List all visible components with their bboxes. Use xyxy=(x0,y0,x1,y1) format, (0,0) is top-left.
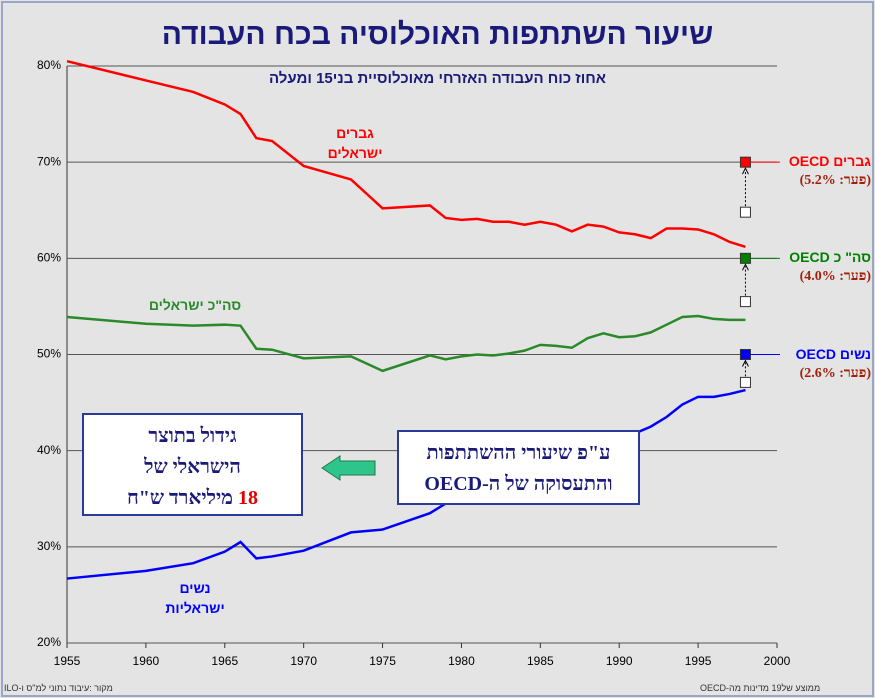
chart-title: שיעור השתתפות האוכלוסיה בכח העבודה xyxy=(161,18,714,51)
arrow-head xyxy=(741,167,749,175)
x-tick-label: 2000 xyxy=(764,654,791,668)
right-box: ע"פ שיעורי ההשתתפות והתעסוקה של ה-OECD xyxy=(397,430,640,505)
x-tick-label: 1995 xyxy=(685,654,712,668)
oecd-marker xyxy=(739,156,751,168)
x-tick-label: 1960 xyxy=(133,654,160,668)
israel-marker xyxy=(739,206,751,218)
x-tick-label: 1975 xyxy=(369,654,396,668)
y-tick-label: 30% xyxy=(37,539,61,553)
gap-label: (פער: 4.0%) xyxy=(799,269,871,285)
y-tick-label: 60% xyxy=(37,251,61,265)
box-line: הישראלי של xyxy=(144,456,241,478)
x-tick-label: 1970 xyxy=(290,654,317,668)
y-tick-label: 80% xyxy=(37,58,61,72)
x-tick-label: 1955 xyxy=(54,654,81,668)
marker-label: סה" כ OECD xyxy=(789,249,871,266)
subtitle: אחוז כוח העבודה האזרחי מאוכלוסיית בני15 … xyxy=(268,70,607,87)
box-line: והתעסוקה של ה-OECD xyxy=(424,473,613,495)
marker-label: נשים OECD xyxy=(795,345,871,362)
series-label: גברים xyxy=(336,125,374,141)
x-tick-label: 1980 xyxy=(448,654,475,668)
series-label: סה"כ ישראלים xyxy=(148,297,242,313)
x-tick-label: 1990 xyxy=(606,654,633,668)
left-box: גידול בתוצר הישראלי של 18 מיליארד ש"ח xyxy=(82,413,303,516)
highlight: 18 xyxy=(238,487,259,509)
series-line xyxy=(66,59,746,248)
israel-marker xyxy=(739,296,751,308)
source: מקור :עיבוד נתוני למ"ס ו-ILO xyxy=(4,683,113,693)
series-label: נשים xyxy=(179,580,211,596)
x-tick-label: 1985 xyxy=(527,654,554,668)
gap-label: (פער: 2.6%) xyxy=(799,365,871,381)
y-tick-label: 70% xyxy=(37,154,61,168)
arrow xyxy=(321,455,376,481)
series-label: ישראליות xyxy=(165,600,225,616)
israel-marker xyxy=(739,376,751,388)
box-text: מיליארד ש"ח xyxy=(126,487,234,509)
arrow-head xyxy=(741,263,749,271)
arrow-head xyxy=(741,359,749,367)
box-line: ע"פ שיעורי ההשתתפות xyxy=(426,442,611,464)
gap-label: (פער: 5.2%) xyxy=(799,173,871,189)
x-tick-label: 1965 xyxy=(211,654,238,668)
series-line xyxy=(66,314,746,373)
box-line: גידול בתוצר xyxy=(148,425,237,447)
y-tick-label: 20% xyxy=(37,635,61,649)
box-line: 18 מיליארד ש"ח xyxy=(84,483,301,514)
marker-label: גברים OECD xyxy=(788,153,871,170)
series-label: ישראלים xyxy=(327,145,383,161)
y-tick-label: 40% xyxy=(37,443,61,457)
note: ממוצע של19 מדינות מה-OECD xyxy=(700,683,821,693)
oecd-marker xyxy=(739,252,751,264)
oecd-marker xyxy=(739,349,751,360)
y-tick-label: 50% xyxy=(37,347,61,361)
